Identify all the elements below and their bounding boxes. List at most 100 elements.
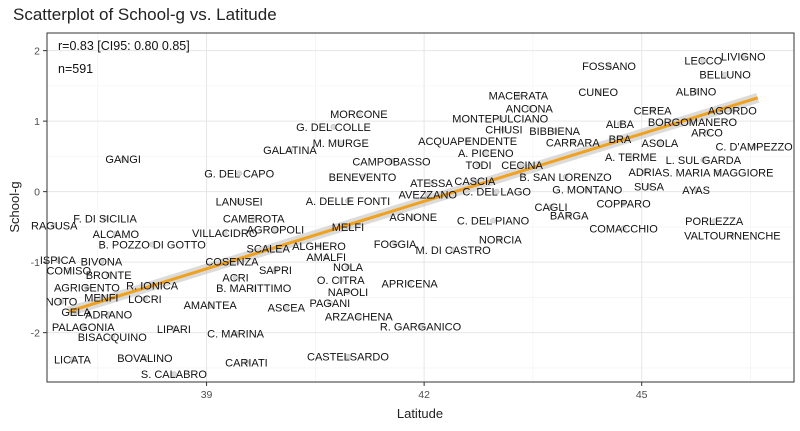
- data-point: [464, 138, 471, 144]
- data-point: [584, 186, 591, 193]
- city-label: COSENZA: [205, 256, 259, 268]
- city-label: ADRIA: [629, 167, 663, 179]
- data-point: [113, 231, 119, 237]
- city-label: C. D'AMPEZZO: [715, 142, 793, 154]
- city-label: PALAGONIA: [52, 322, 115, 334]
- data-point: [105, 271, 112, 278]
- data-point: [120, 156, 127, 163]
- data-point: [740, 53, 747, 60]
- city-label: CASCIA: [454, 176, 496, 188]
- city-label: AGNONE: [389, 212, 437, 224]
- data-point: [450, 247, 456, 254]
- data-point: [617, 121, 623, 127]
- city-label: SAPRI: [259, 265, 292, 277]
- city-label: GELA: [61, 307, 91, 319]
- data-point: [620, 200, 627, 207]
- city-label: GANGI: [105, 154, 140, 166]
- city-label: CAGLI: [535, 202, 568, 214]
- city-label: C. DEL LAGO: [462, 187, 531, 199]
- city-label: G. DEL CAPO: [204, 168, 274, 180]
- city-label: B. SAN LORENZO: [519, 172, 612, 184]
- city-label: ALBA: [606, 119, 635, 131]
- data-point: [236, 170, 243, 177]
- city-label: AMALFI: [306, 252, 346, 264]
- data-point: [410, 214, 417, 220]
- data-point: [171, 326, 177, 332]
- data-point: [287, 147, 293, 153]
- city-label: ACQUAPENDENTE: [418, 136, 517, 148]
- data-point: [649, 107, 656, 114]
- city-label: SUSA: [634, 182, 665, 194]
- data-point: [345, 353, 351, 360]
- data-point: [243, 359, 250, 366]
- data-point: [497, 236, 504, 243]
- city-label: ADRANO: [85, 309, 133, 321]
- data-point: [109, 334, 116, 340]
- city-label: G. MONTANO: [552, 185, 623, 197]
- city-label: RAGUSA: [31, 220, 78, 232]
- city-label: COMISO: [46, 266, 91, 278]
- city-label: LIVIGNO: [721, 51, 766, 63]
- data-point: [69, 356, 76, 363]
- city-label: ACRI: [222, 273, 248, 285]
- city-label: PAGANI: [309, 298, 350, 310]
- city-label: BORGOMANERO: [648, 117, 738, 129]
- city-label: CUNEO: [578, 87, 618, 99]
- city-label: ASOLA: [641, 138, 678, 150]
- city-label: TODI: [465, 160, 491, 172]
- city-label: O. CITRA: [317, 275, 365, 287]
- city-label: ARCO: [691, 127, 723, 139]
- city-label: B. POZZO DI GOTTO: [98, 240, 206, 252]
- city-label: F. DI SICILIA: [73, 213, 137, 225]
- city-label: CECINA: [501, 160, 543, 172]
- city-label: AMANTEA: [184, 300, 238, 312]
- y-axis: -2 -1 0 1 2: [31, 46, 47, 340]
- data-point: [475, 161, 482, 168]
- city-label: G. DEL COLLE: [296, 122, 371, 134]
- city-label: BENEVENTO: [329, 172, 397, 184]
- city-label: LIPARI: [157, 324, 191, 336]
- y-tick-label: 0: [34, 187, 40, 199]
- city-label: AGORDO: [708, 106, 757, 118]
- city-label: CAMPOBASSO: [352, 156, 431, 168]
- data-point: [751, 143, 757, 150]
- data-point: [515, 92, 522, 99]
- data-point: [356, 111, 362, 117]
- data-point: [283, 304, 290, 311]
- y-tick-label: -2: [31, 328, 40, 340]
- data-point: [345, 288, 351, 295]
- city-label: R. GARGANICO: [380, 321, 462, 333]
- data-point: [142, 355, 148, 361]
- data-point: [149, 241, 156, 248]
- city-label: CAMEROTA: [223, 213, 285, 225]
- data-point: [729, 232, 736, 239]
- data-point: [595, 89, 602, 96]
- city-label: S. MARIA MAGGIORE: [662, 168, 773, 180]
- city-label: A. DELLE FONTI: [306, 196, 390, 208]
- data-point: [171, 371, 177, 378]
- data-point: [84, 284, 90, 291]
- data-point: [55, 257, 61, 263]
- city-label: C. DEL PIANO: [457, 216, 530, 228]
- data-point: [482, 150, 489, 156]
- x-axis-title: Latitude: [397, 406, 443, 421]
- city-label: CARRARA: [546, 137, 600, 149]
- y-axis-title: School-g: [7, 181, 22, 232]
- data-point: [388, 158, 395, 165]
- city-label: BIVONA: [81, 256, 123, 268]
- data-point: [562, 173, 569, 180]
- data-point: [551, 128, 558, 134]
- data-point: [620, 225, 627, 232]
- data-point: [627, 154, 634, 160]
- data-point: [272, 226, 279, 233]
- city-label: BELLUNO: [699, 70, 751, 82]
- y-tick-label: 2: [34, 46, 40, 58]
- city-label: BARGA: [550, 211, 589, 223]
- city-label: BISACQUINO: [78, 332, 148, 344]
- data-point: [526, 105, 533, 112]
- city-label: ALBINO: [676, 87, 717, 99]
- city-label: M. MURGE: [313, 138, 369, 150]
- data-point: [656, 140, 663, 146]
- city-label: FOSSANO: [582, 61, 636, 73]
